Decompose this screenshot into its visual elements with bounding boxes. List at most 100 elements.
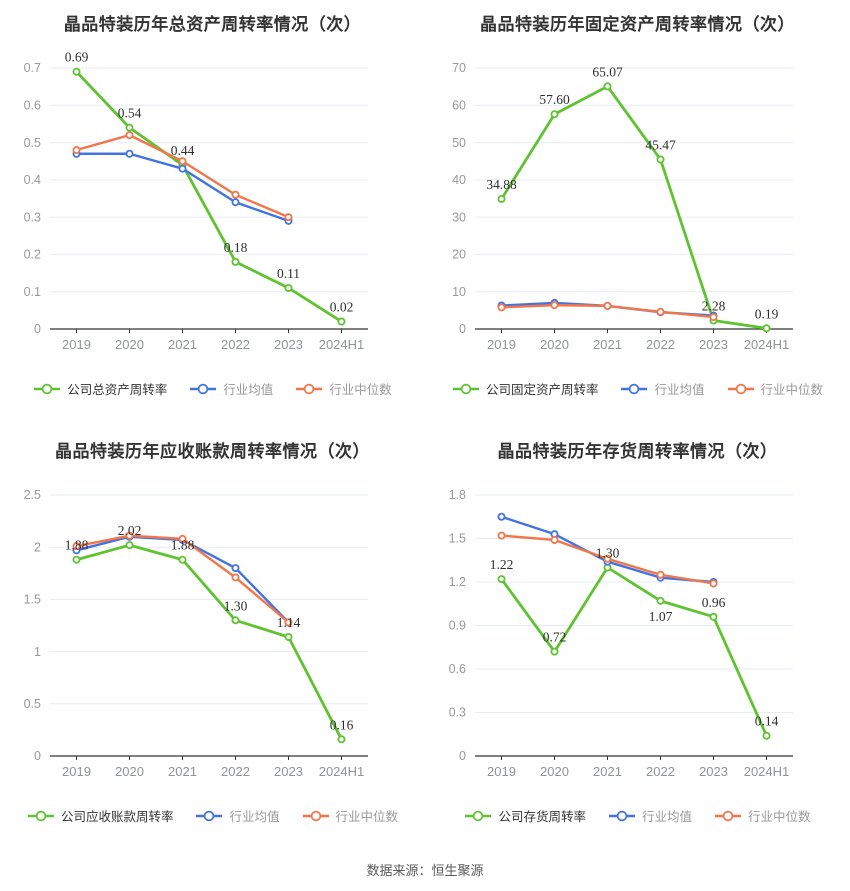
x-tick-label: 2022 bbox=[646, 337, 675, 352]
y-tick-label: 10 bbox=[452, 285, 466, 299]
legend-item-company[interactable]: 公司应收账款周转率 bbox=[27, 806, 174, 825]
legend-label: 公司存货周转率 bbox=[498, 810, 586, 824]
data-point-marker-industry_median bbox=[284, 618, 293, 627]
data-point-marker-industry_median bbox=[656, 570, 665, 579]
y-tick-label: 20 bbox=[452, 248, 466, 262]
data-point-marker-company bbox=[125, 541, 134, 550]
y-tick-label: 0 bbox=[34, 749, 41, 763]
data-point-label: 0.19 bbox=[755, 306, 779, 321]
legend-item-company[interactable]: 公司总资产周转率 bbox=[33, 379, 167, 398]
legend-label: 公司总资产周转率 bbox=[67, 383, 168, 397]
data-point-label: 2.02 bbox=[118, 523, 142, 538]
line-plot: 0 0.1 0.2 0.3 0.4 0.5 0.6 0.7 2019 2020 2021 2022 20… bbox=[24, 50, 368, 352]
legend-label: 行业均值 bbox=[654, 383, 705, 397]
data-point-marker-company bbox=[656, 596, 665, 605]
data-point-marker-industry_median bbox=[231, 573, 240, 582]
x-tick-label: 2019 bbox=[487, 764, 516, 779]
legend-label: 公司应收账款周转率 bbox=[60, 810, 174, 824]
y-tick-label: 70 bbox=[452, 61, 466, 75]
legend-item-industry_avg[interactable]: 行业均值 bbox=[195, 806, 280, 825]
data-point-label: 1.88 bbox=[65, 538, 89, 553]
data-point-label: 0.44 bbox=[171, 143, 195, 158]
x-tick-label: 2022 bbox=[221, 764, 250, 779]
data-point-marker-industry_avg bbox=[178, 164, 187, 173]
data-point-marker-industry_avg bbox=[231, 198, 240, 207]
legend-item-company[interactable]: 公司存货周转率 bbox=[464, 806, 586, 825]
data-source-note: 数据来源：恒生聚源 bbox=[366, 863, 484, 878]
data-point-marker-industry_median bbox=[72, 542, 81, 551]
x-tick-label: 2024H1 bbox=[744, 764, 790, 779]
y-tick-label: 0 bbox=[459, 322, 466, 336]
legend-line-marker-icon bbox=[27, 810, 54, 821]
data-point-label: 0.11 bbox=[277, 266, 300, 281]
chart-title: 晶品特装历年固定资产周转率情况（次） bbox=[480, 15, 795, 34]
legend-label: 行业中位数 bbox=[760, 383, 824, 397]
y-tick-label: 0.3 bbox=[449, 706, 466, 720]
legend-item-industry_median[interactable]: 行业中位数 bbox=[714, 806, 811, 825]
y-tick-label: 1.5 bbox=[24, 593, 41, 607]
data-point-label: 2.28 bbox=[702, 298, 726, 313]
legend-item-industry_median[interactable]: 行业中位数 bbox=[727, 379, 824, 398]
data-point-marker-company bbox=[497, 575, 506, 584]
x-tick-label: 2024H1 bbox=[319, 764, 365, 779]
legend: 公司存货周转率 行业均值 行业中位数 bbox=[425, 806, 850, 825]
data-point-label: 45.47 bbox=[645, 137, 676, 152]
y-tick-label: 0.1 bbox=[24, 285, 41, 299]
data-point-marker-company bbox=[709, 612, 718, 621]
data-point-marker-company bbox=[762, 731, 771, 740]
data-point-marker-industry_median bbox=[231, 190, 240, 199]
data-point-label: 1.14 bbox=[277, 615, 301, 630]
data-point-marker-industry_avg bbox=[231, 564, 240, 573]
x-tick-label: 2020 bbox=[540, 337, 569, 352]
data-point-marker-industry_median bbox=[72, 146, 81, 155]
data-point-marker-company bbox=[72, 555, 81, 564]
y-tick-label: 30 bbox=[452, 210, 466, 224]
data-point-marker-company bbox=[550, 647, 559, 656]
legend: 公司总资产周转率 行业均值 行业中位数 bbox=[0, 379, 425, 398]
data-point-label: 1.88 bbox=[171, 538, 195, 553]
x-tick-label: 2021 bbox=[168, 764, 197, 779]
data-point-label: 0.18 bbox=[224, 240, 248, 255]
legend-item-industry_avg[interactable]: 行业均值 bbox=[189, 379, 273, 398]
data-point-label: 1.30 bbox=[224, 598, 248, 613]
data-point-marker-company bbox=[125, 123, 134, 132]
x-tick-label: 2019 bbox=[62, 764, 91, 779]
y-tick-label: 0.5 bbox=[24, 136, 41, 150]
data-point-label: 1.07 bbox=[649, 609, 673, 624]
legend-item-company[interactable]: 公司固定资产周转率 bbox=[452, 379, 599, 398]
data-point-marker-company bbox=[231, 616, 240, 625]
data-point-marker-company bbox=[72, 67, 81, 76]
x-tick-label: 2021 bbox=[168, 337, 197, 352]
legend-item-industry_median[interactable]: 行业中位数 bbox=[295, 379, 392, 398]
legend-label: 行业中位数 bbox=[748, 810, 811, 824]
y-tick-label: 0.7 bbox=[24, 61, 41, 75]
data-point-marker-company bbox=[550, 110, 559, 119]
x-tick-label: 2024H1 bbox=[319, 337, 365, 352]
legend-item-industry_avg[interactable]: 行业均值 bbox=[608, 806, 692, 825]
legend-item-industry_avg[interactable]: 行业均值 bbox=[620, 379, 705, 398]
y-tick-label: 1.8 bbox=[449, 488, 466, 502]
data-point-label: 57.60 bbox=[539, 92, 570, 107]
data-point-label: 1.22 bbox=[490, 557, 514, 572]
chart-title: 晶品特装历年存货周转率情况（次） bbox=[497, 442, 778, 461]
data-point-marker-industry_median bbox=[178, 534, 187, 543]
data-point-label: 0.72 bbox=[543, 630, 567, 645]
data-point-marker-industry_median bbox=[125, 531, 134, 540]
y-tick-label: 0 bbox=[34, 322, 41, 336]
line-plot: 0 0.3 0.6 0.9 1.2 1.5 1.8 2019 2020 2021 2022 2023 2… bbox=[449, 488, 793, 779]
line-plot: 0 10 20 30 40 50 60 70 2019 2020 2021 2022 2023 2024H… bbox=[452, 61, 793, 352]
y-tick-label: 0.5 bbox=[24, 697, 41, 711]
y-tick-label: 0.3 bbox=[24, 210, 41, 224]
data-point-label: 0.96 bbox=[702, 595, 726, 610]
y-tick-label: 2.5 bbox=[24, 488, 41, 502]
data-point-marker-company bbox=[337, 735, 346, 744]
legend-item-industry_median[interactable]: 行业中位数 bbox=[302, 806, 398, 825]
y-tick-label: 0.2 bbox=[24, 248, 41, 262]
line-plot: 0 0.5 1 1.5 2 2.5 2019 2020 2021 2022 2023 2024H1 1.… bbox=[24, 488, 368, 779]
data-point-marker-company bbox=[231, 257, 240, 266]
legend-label: 公司固定资产周转率 bbox=[485, 383, 599, 397]
data-point-marker-industry_median bbox=[603, 301, 612, 310]
data-point-label: 0.16 bbox=[330, 717, 354, 732]
data-point-label: 0.02 bbox=[330, 300, 354, 315]
data-point-marker-industry_avg bbox=[497, 512, 506, 521]
